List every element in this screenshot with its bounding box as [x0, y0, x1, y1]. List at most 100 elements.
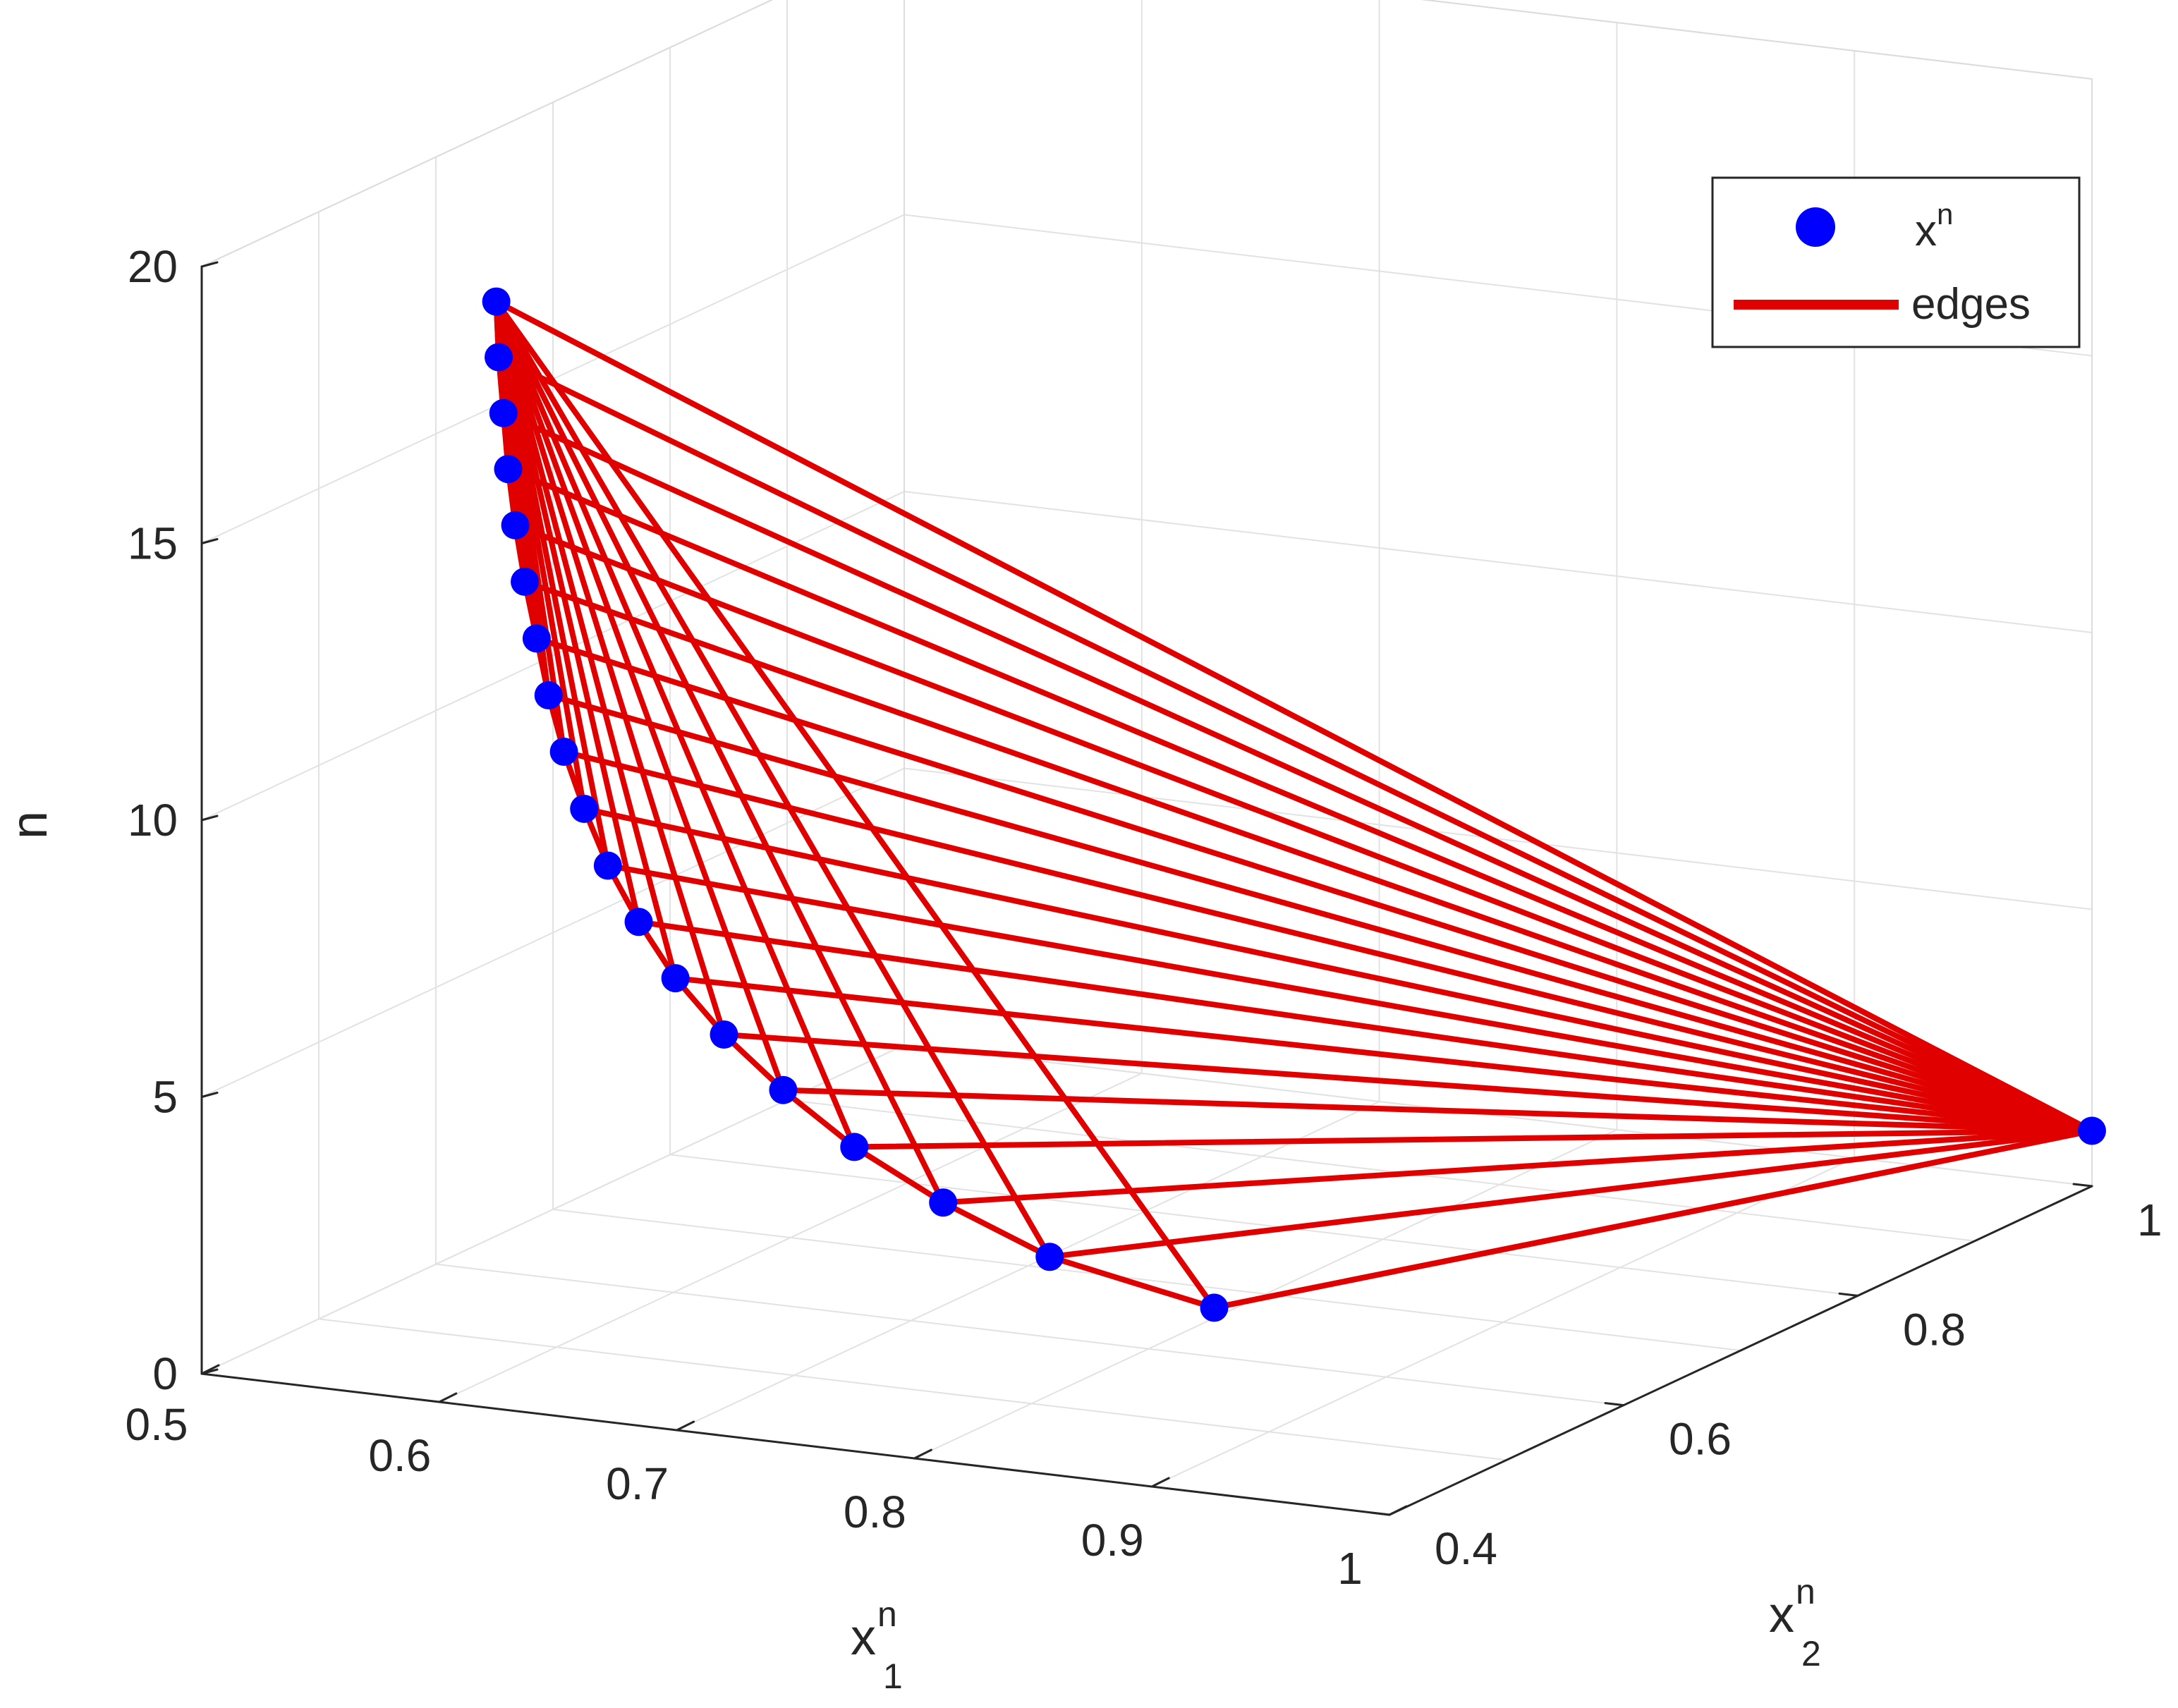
edge-to-first — [493, 298, 2095, 1134]
data-point — [624, 908, 653, 937]
edge-to-first — [721, 1031, 2095, 1134]
x1-tick-label: 0.8 — [844, 1487, 906, 1537]
legend-label-points: xn — [1915, 197, 1953, 255]
x1-tick — [913, 1448, 932, 1460]
edge-to-last — [493, 298, 858, 1150]
x2-tick-label: 1 — [2137, 1195, 2162, 1245]
edge-to-first — [561, 749, 2095, 1134]
n-axis-label: n — [1, 811, 58, 839]
edge-to-first — [672, 975, 2095, 1134]
edge-to-first — [505, 466, 2095, 1134]
legend: xn edges — [1711, 176, 2081, 348]
grid-line — [669, 1154, 1858, 1297]
x1-axis-label-sub: 1 — [883, 1657, 903, 1696]
axes — [200, 261, 2093, 1516]
edge-to-first — [581, 805, 2095, 1134]
points-series — [482, 287, 2106, 1322]
data-point — [929, 1188, 958, 1217]
data-point — [534, 681, 563, 709]
edge-to-last — [493, 298, 727, 1037]
edge-to-first — [533, 635, 2095, 1134]
n-tick-label: 15 — [128, 518, 178, 569]
n-tick — [200, 1092, 219, 1098]
grid-line — [201, 767, 905, 1098]
edge-to-first — [496, 354, 2095, 1134]
data-point — [522, 624, 551, 653]
data-point — [570, 794, 599, 823]
grid-line — [904, 1044, 2093, 1187]
data-point — [2078, 1116, 2106, 1145]
grid-line — [552, 1209, 1741, 1351]
edge-chain — [1047, 1254, 1217, 1311]
edge-to-last — [493, 298, 1217, 1311]
grid-line — [201, 491, 905, 821]
edges-series — [493, 298, 2095, 1311]
legend-label-points-base: x — [1915, 207, 1937, 255]
edge-to-last — [493, 298, 947, 1206]
x1-tick — [1388, 1505, 1408, 1516]
legend-label-points-sup: n — [1937, 197, 1953, 231]
data-point — [482, 287, 511, 316]
edge-to-first — [1211, 1128, 2095, 1311]
edge-chain — [851, 1144, 947, 1206]
edge-to-first — [635, 919, 2095, 1134]
data-point — [1035, 1243, 1064, 1271]
data-point — [661, 964, 690, 993]
grid-line — [318, 1318, 1507, 1461]
x1-axis-label-sup: n — [877, 1594, 897, 1634]
x1-axis-label: xn — [851, 1594, 897, 1666]
data-point — [710, 1020, 738, 1049]
data-point — [840, 1133, 869, 1161]
edge-to-first — [604, 862, 2095, 1134]
n-tick-label: 10 — [128, 795, 178, 846]
edge-to-first — [512, 522, 2095, 1134]
edge-to-first — [780, 1087, 2095, 1134]
x1-axis-line — [200, 1372, 1391, 1516]
grid-line — [1420, 0, 2093, 80]
grid-line — [435, 1263, 1624, 1406]
x2-axis-label-sup: n — [1796, 1572, 1815, 1611]
grid-line — [786, 1099, 1976, 1242]
x1-tick-label: 0.9 — [1081, 1515, 1144, 1566]
x2-axis-label-sub: 2 — [1801, 1634, 1821, 1673]
data-point — [485, 343, 513, 372]
x1-axis-label-base: x — [851, 1609, 876, 1666]
data-point — [511, 567, 540, 596]
x1-tick — [200, 1364, 220, 1375]
edge-to-first — [545, 692, 2095, 1134]
data-point — [549, 738, 578, 767]
x1-tick-label: 1 — [1337, 1543, 1363, 1594]
grid-line — [904, 767, 2093, 910]
data-point — [593, 851, 622, 880]
x1-tick — [438, 1392, 458, 1403]
edge-chain — [780, 1087, 858, 1150]
legend-label-edges: edges — [1911, 280, 2031, 329]
data-point — [1200, 1293, 1229, 1322]
x2-axis-label: xn — [1769, 1572, 1815, 1643]
edge-to-first — [1047, 1128, 2095, 1260]
n-tick-label: 20 — [128, 241, 178, 292]
x2-axis-line — [1388, 1185, 2093, 1516]
x2-tick — [1838, 1292, 1859, 1297]
grid-line — [904, 491, 2093, 633]
legend-box — [1711, 176, 2081, 348]
n-tick-label: 5 — [152, 1072, 178, 1123]
edge-to-last — [493, 298, 679, 982]
x2-tick — [1370, 1511, 1391, 1516]
edge-chain — [940, 1200, 1053, 1260]
x1-tick — [676, 1420, 695, 1432]
n-tick — [200, 815, 219, 822]
data-point — [501, 511, 530, 539]
n-tick-label: 0 — [152, 1348, 178, 1399]
x2-tick — [1604, 1402, 1625, 1407]
data-point — [489, 398, 518, 427]
edge-to-last — [493, 298, 642, 925]
legend-marker-points — [1796, 207, 1835, 247]
x1-tick-label: 0.7 — [606, 1458, 669, 1509]
box-edge — [201, 0, 774, 267]
n-tick — [200, 538, 219, 544]
x1-tick — [1150, 1477, 1170, 1488]
x2-tick-label: 0.8 — [1903, 1304, 1966, 1355]
